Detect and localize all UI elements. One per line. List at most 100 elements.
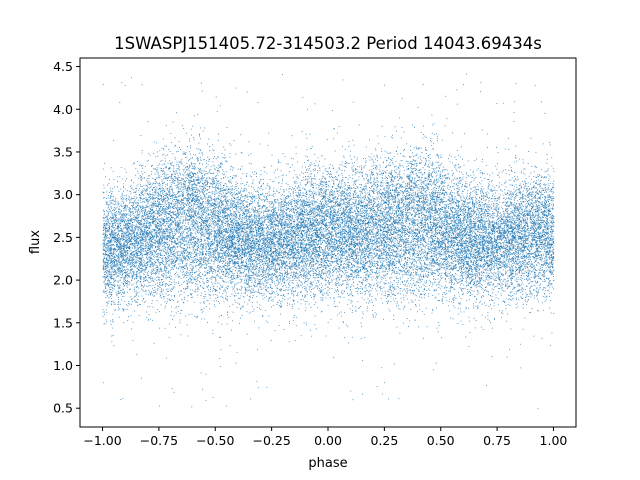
data-point xyxy=(501,237,503,239)
data-point xyxy=(434,219,436,221)
data-point xyxy=(194,227,195,229)
data-point xyxy=(125,244,127,246)
data-point xyxy=(195,252,197,253)
data-point xyxy=(273,205,275,207)
data-point xyxy=(332,253,334,255)
data-point xyxy=(502,284,504,285)
data-point xyxy=(199,225,201,227)
data-point xyxy=(305,192,307,194)
data-point xyxy=(534,280,536,282)
data-point xyxy=(507,212,509,214)
data-point xyxy=(445,233,447,234)
data-point xyxy=(137,172,139,174)
data-point xyxy=(160,218,162,220)
data-point xyxy=(141,285,143,287)
data-point xyxy=(171,311,173,313)
data-point xyxy=(304,209,306,211)
data-point xyxy=(470,292,471,294)
data-point xyxy=(370,248,372,250)
data-point xyxy=(456,244,458,246)
data-point xyxy=(376,243,378,244)
data-point xyxy=(329,247,331,249)
data-point xyxy=(245,247,247,249)
data-point xyxy=(201,309,203,311)
data-point xyxy=(287,163,289,165)
data-point xyxy=(117,236,119,237)
data-point xyxy=(350,289,351,291)
data-point xyxy=(532,181,534,183)
data-point xyxy=(316,218,318,220)
data-point xyxy=(323,204,325,206)
data-point xyxy=(242,213,243,215)
data-point xyxy=(131,218,132,220)
data-point xyxy=(539,239,541,241)
data-point xyxy=(507,208,509,210)
data-point xyxy=(304,230,306,232)
data-point xyxy=(117,210,119,212)
data-point xyxy=(441,264,443,265)
data-point xyxy=(434,250,436,252)
data-point xyxy=(217,230,219,232)
data-point xyxy=(542,264,544,266)
data-point xyxy=(104,280,106,282)
data-point xyxy=(472,202,474,204)
data-point xyxy=(396,216,398,217)
data-point xyxy=(537,275,539,277)
data-point xyxy=(202,301,204,303)
data-point xyxy=(541,169,542,171)
data-point xyxy=(190,235,192,236)
data-point xyxy=(103,291,105,293)
data-point xyxy=(327,260,329,261)
data-point xyxy=(400,223,402,225)
data-point xyxy=(111,226,113,228)
data-point xyxy=(454,248,456,250)
data-point xyxy=(266,251,268,253)
data-point xyxy=(288,245,290,246)
data-point xyxy=(543,251,545,253)
data-point xyxy=(401,217,403,219)
data-point xyxy=(125,272,127,274)
data-point xyxy=(302,259,304,260)
data-point xyxy=(200,278,202,279)
data-point xyxy=(527,238,529,240)
data-point xyxy=(260,186,262,187)
data-point xyxy=(226,323,228,325)
data-point xyxy=(305,264,307,266)
data-point xyxy=(547,244,549,245)
data-point xyxy=(175,326,177,328)
data-point xyxy=(246,235,248,237)
data-point xyxy=(199,202,201,204)
data-point xyxy=(361,246,363,248)
data-point xyxy=(172,221,174,222)
data-point xyxy=(491,230,493,232)
data-point xyxy=(142,223,144,225)
data-point xyxy=(437,154,439,155)
data-point xyxy=(204,294,206,295)
data-point xyxy=(340,207,342,209)
data-point xyxy=(422,196,424,198)
data-point xyxy=(212,191,214,193)
data-point xyxy=(103,267,105,269)
data-point xyxy=(387,187,389,189)
data-point xyxy=(105,319,107,321)
data-point xyxy=(448,213,450,215)
data-point xyxy=(525,233,527,235)
data-point xyxy=(291,303,293,305)
data-point xyxy=(413,173,415,175)
data-point xyxy=(318,236,320,238)
data-point xyxy=(440,258,442,260)
data-point xyxy=(443,182,445,184)
data-point xyxy=(398,242,400,244)
data-point xyxy=(465,197,467,199)
data-point xyxy=(384,265,386,267)
data-point xyxy=(524,246,525,248)
data-point xyxy=(165,211,166,213)
data-point xyxy=(117,304,119,306)
data-point xyxy=(544,183,545,185)
data-point xyxy=(304,211,305,213)
data-point xyxy=(169,160,171,162)
data-point xyxy=(118,233,119,235)
data-point xyxy=(253,215,255,217)
data-point xyxy=(426,210,428,212)
data-point xyxy=(392,233,394,235)
